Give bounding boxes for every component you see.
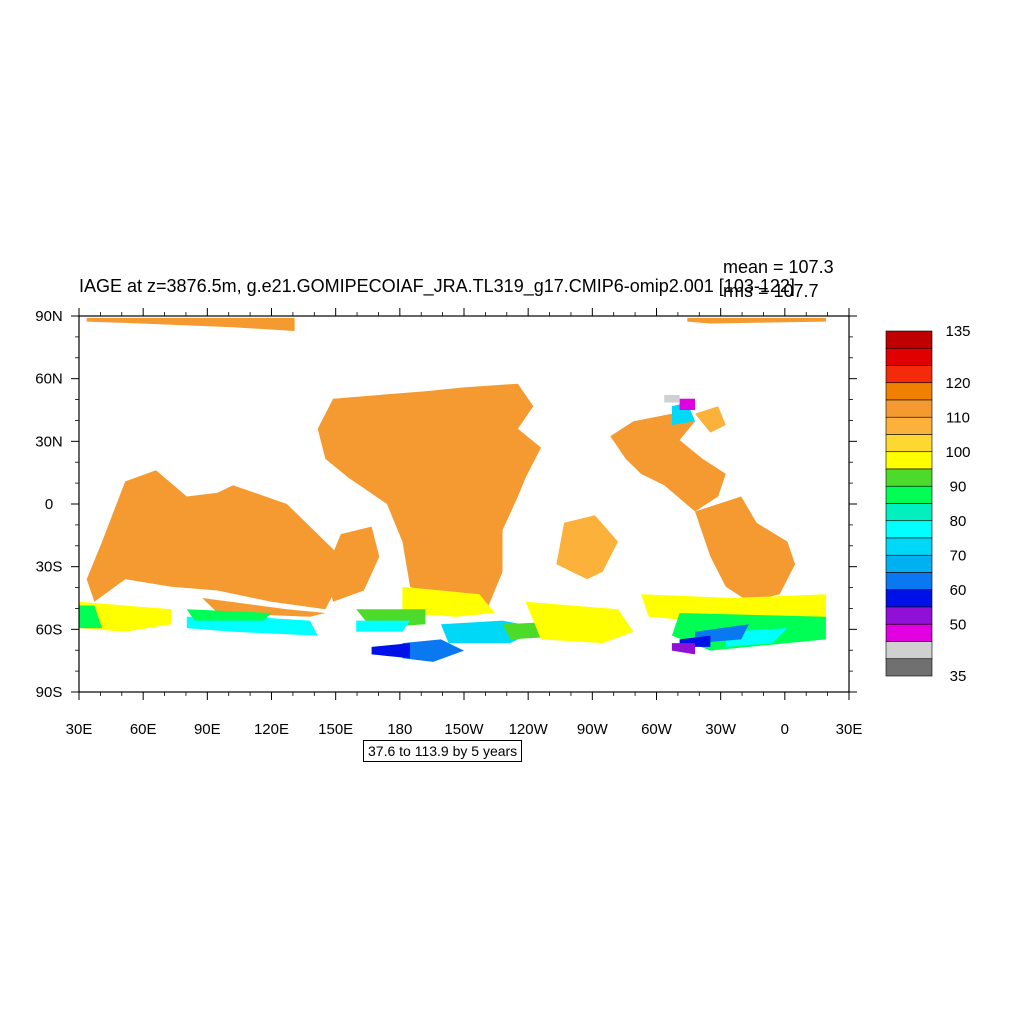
x-tick-label: 120W <box>509 721 549 738</box>
colorbar-swatch <box>885 606 933 625</box>
southern-green-belt <box>186 609 272 621</box>
colorbar-swatch <box>885 641 933 660</box>
colorbar-label: 80 <box>950 513 967 530</box>
ross-cyan <box>356 620 411 632</box>
colorbar-swatch <box>885 347 933 366</box>
colorbar-swatch <box>885 537 933 556</box>
colorbar-label: 60 <box>950 582 967 599</box>
plot-title: IAGE at z=3876.5m, g.e21.GOMIPECOIAF_JRA… <box>79 276 795 296</box>
bellingshausen-yellow <box>525 601 634 644</box>
colorbar-swatch <box>885 554 933 573</box>
y-tick-label: 60N <box>35 371 63 388</box>
colorbar-swatch <box>885 589 933 608</box>
colorbar-swatch <box>885 382 933 401</box>
x-tick-label: 90E <box>194 721 221 738</box>
x-tick-label: 150E <box>318 721 353 738</box>
x-tick-label: 60W <box>641 721 673 738</box>
pacific-ocean <box>317 383 541 610</box>
x-tick-label: 60E <box>130 721 157 738</box>
colorbar-label: 100 <box>945 444 970 461</box>
arctic-strip-east <box>687 317 826 324</box>
x-tick-label: 90W <box>577 721 609 738</box>
x-tick-label: 180 <box>387 721 412 738</box>
south-atlantic <box>695 496 796 602</box>
labrador-sea <box>695 406 726 433</box>
southern-cyan-belt <box>186 616 318 636</box>
x-tick-label: 0 <box>781 721 789 738</box>
y-tick-label: 90S <box>36 684 63 701</box>
colorbar-label: 50 <box>950 616 967 633</box>
x-tick-label: 150W <box>444 721 484 738</box>
colorbar-label: 35 <box>950 668 967 685</box>
colorbar-swatch <box>885 623 933 642</box>
y-tick-label: 30S <box>36 559 63 576</box>
colorbar-swatch <box>885 485 933 504</box>
age-field <box>79 317 826 662</box>
tasman-basin <box>325 526 380 602</box>
colorbar-swatch <box>885 365 933 384</box>
nordic-gray <box>664 395 680 403</box>
colorbar-label: 110 <box>946 409 970 426</box>
x-tick-label: 30E <box>836 721 863 738</box>
rms-stat: rms = 107.7 <box>723 281 819 301</box>
weddell-purple <box>671 643 695 655</box>
colorbar-swatch <box>885 658 933 677</box>
colorbar-swatch <box>885 468 933 487</box>
y-tick-label: 30N <box>35 433 63 450</box>
colorbar-swatch <box>885 572 933 591</box>
y-tick-label: 90N <box>35 308 63 325</box>
arctic-strip-west <box>86 317 295 331</box>
colorbar-label: 70 <box>950 547 967 564</box>
ross-blue <box>402 639 464 662</box>
ross-deep-blue <box>371 643 411 659</box>
colorbar-swatch <box>885 520 933 539</box>
southern-green-west <box>79 605 103 629</box>
x-tick-label: 120E <box>254 721 289 738</box>
contour-range-label: 37.6 to 113.9 by 5 years <box>363 740 523 762</box>
colorbar-swatch <box>885 451 933 470</box>
colorbar-label: 90 <box>950 478 967 495</box>
colorbar-swatch <box>885 330 933 349</box>
east-pacific-patch <box>556 515 618 580</box>
colorbar: 135 120 110 100 90 80 70 60 50 35 <box>885 323 971 685</box>
colorbar-swatch <box>885 434 933 453</box>
colorbar-swatch <box>885 503 933 522</box>
indian-ocean <box>86 470 349 610</box>
colorbar-label: 135 <box>945 323 970 340</box>
y-tick-label: 0 <box>45 496 53 513</box>
southern-yellow-west <box>79 601 172 632</box>
colorbar-label: 120 <box>945 375 970 392</box>
north-atlantic <box>610 413 726 512</box>
colorbar-swatch <box>885 416 933 435</box>
x-tick-label: 30E <box>66 721 93 738</box>
y-tick-label: 60S <box>36 621 63 638</box>
colorbar-swatch <box>885 399 933 418</box>
x-tick-label: 30W <box>705 721 737 738</box>
mean-stat: mean = 107.3 <box>723 257 834 277</box>
axis-ticks: 30E 60E 90E 120E 150E 180 150W 120W 90W 60W 30W 0 30… <box>35 308 862 738</box>
ross-yellow <box>402 586 495 617</box>
nordic-magenta <box>679 398 695 410</box>
